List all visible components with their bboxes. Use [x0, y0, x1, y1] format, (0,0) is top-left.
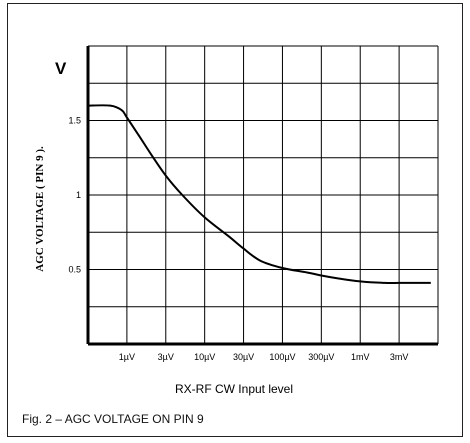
x-tick-label: 10µV — [194, 352, 215, 362]
x-tick-label: 1µV — [119, 352, 135, 362]
x-tick-labels: 1µV 3µV 10µV 30µV 100µV 300µV 1mV 3mV — [119, 352, 409, 362]
x-tick-label: 100µV — [269, 352, 295, 362]
x-axis-label: RX-RF CW Input level — [175, 382, 293, 396]
chart-grid — [88, 45, 439, 344]
agc-voltage-curve — [87, 104, 431, 285]
agc-voltage-chart: 1.5 1 0.5 1µV 3µV 10µV 30µV 100µV 300µV 1mV 3mV V… — [34, 45, 439, 396]
y-axis-label: AGC VOLTAGE ( PIN 9 ). — [34, 146, 46, 272]
y-tick-label: 0.5 — [68, 265, 81, 275]
chart-axes — [86, 46, 438, 346]
x-tick-label: 3mV — [390, 352, 409, 362]
y-tick-labels: 1.5 1 0.5 — [68, 116, 81, 275]
y-tick-label: 1 — [76, 190, 81, 200]
figure-frame: 1.5 1 0.5 1µV 3µV 10µV 30µV 100µV 300µV 1mV 3mV V… — [7, 3, 463, 437]
x-tick-label: 3µV — [158, 352, 174, 362]
y-tick-label: 1.5 — [68, 116, 81, 126]
x-tick-label: 300µV — [308, 352, 334, 362]
figure-caption: Fig. 2 – AGC VOLTAGE ON PIN 9 — [22, 412, 204, 426]
x-tick-label: 1mV — [351, 352, 370, 362]
y-unit-label: V — [55, 59, 67, 78]
x-tick-label: 30µV — [233, 352, 254, 362]
